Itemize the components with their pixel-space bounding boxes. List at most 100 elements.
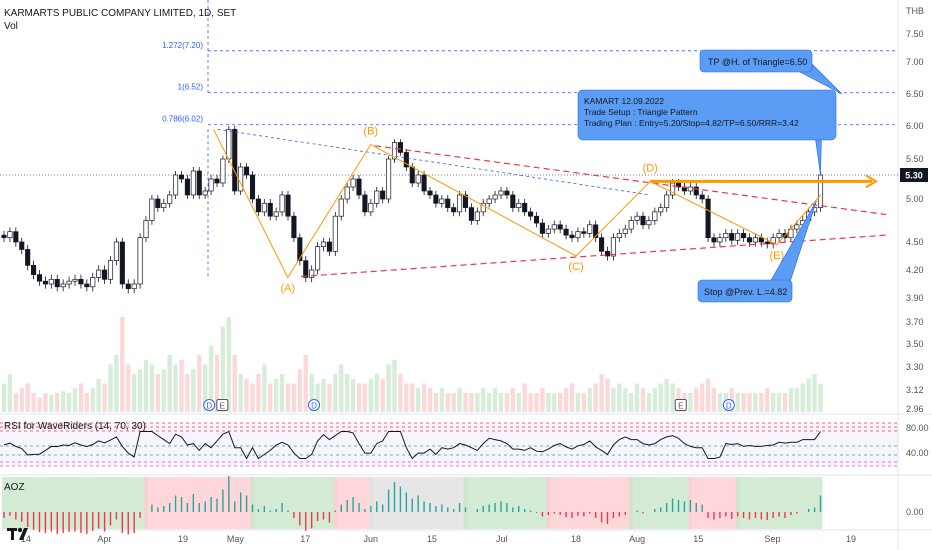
candle-down: [640, 215, 646, 226]
candle-down: [380, 190, 386, 200]
candle-up: [96, 269, 102, 278]
volume-bar: [747, 393, 752, 412]
volume-bar: [321, 378, 326, 412]
candle-up: [646, 220, 652, 226]
volume-label: Vol: [4, 21, 18, 32]
dividend-marker: [722, 399, 735, 411]
candle-up: [226, 128, 232, 160]
volume-bar: [481, 388, 486, 412]
y-tick-label: 6.50: [906, 89, 924, 99]
candle-down: [533, 215, 540, 224]
volume-bar: [315, 383, 320, 412]
volume-bar: [72, 388, 78, 412]
candle-up: [386, 158, 392, 200]
candle-up: [770, 237, 776, 245]
triangle-upper-line: [375, 145, 887, 216]
volume-bar: [688, 393, 693, 412]
candle-down: [78, 278, 84, 285]
candle-down: [403, 152, 409, 168]
candle-up: [7, 231, 13, 239]
volume-bar: [256, 374, 261, 412]
candle-up: [48, 278, 54, 285]
volume-bar: [285, 383, 291, 412]
candle-up: [616, 233, 622, 239]
y-tick-label: 3.30: [906, 362, 924, 372]
volume-bar: [587, 388, 592, 412]
candle-down: [184, 178, 190, 196]
volume-bar: [55, 393, 60, 412]
candle-up: [315, 246, 321, 271]
volume-bar: [705, 378, 711, 412]
candle-down: [303, 260, 309, 278]
volume-bar: [49, 394, 54, 412]
candle-up: [735, 233, 741, 241]
volume-bar: [552, 393, 557, 412]
volume-bar: [362, 383, 368, 412]
candle-up: [167, 194, 173, 204]
candle-down: [291, 215, 297, 239]
volume-bar: [581, 393, 587, 412]
y-tick-label: 5.50: [906, 154, 924, 164]
candle-down: [54, 278, 60, 288]
candle-down: [214, 178, 220, 184]
volume-bar: [327, 383, 332, 412]
candle-up: [60, 283, 66, 288]
volume-bar: [7, 374, 13, 412]
candle-up: [279, 194, 285, 213]
volume-bar: [220, 326, 226, 412]
candle-up: [717, 237, 723, 243]
volume-bar: [214, 355, 220, 412]
candle-down: [25, 249, 31, 266]
volume-bar: [37, 397, 42, 412]
candle-down: [581, 231, 587, 234]
earnings-marker: [216, 399, 229, 411]
volume-bar: [368, 378, 374, 412]
candle-up: [202, 190, 208, 196]
candle-up: [687, 186, 693, 192]
candle-down: [764, 241, 770, 245]
volume-bar: [273, 378, 279, 412]
volume-bar: [410, 383, 415, 412]
volume-bar: [599, 374, 604, 412]
volume-bar: [31, 393, 36, 412]
y-tick-label: 3.12: [906, 385, 924, 395]
volume-bar: [439, 388, 445, 412]
candle-down: [593, 224, 599, 239]
volume-bar: [770, 393, 776, 412]
candle-down: [445, 198, 451, 208]
candle-up: [391, 142, 398, 160]
aoz-tick: 0.00: [906, 507, 924, 517]
x-tick-label: Jun: [364, 534, 379, 544]
x-tick-label: 19: [178, 534, 188, 544]
volume-bar: [173, 364, 178, 412]
candle-up: [492, 194, 498, 200]
candle-down: [31, 264, 37, 276]
volume-bar: [392, 359, 397, 412]
candle-down: [19, 241, 25, 250]
volume-bar: [1, 383, 7, 412]
y-tick-label: 3.50: [906, 339, 924, 349]
volume-bar: [90, 388, 95, 412]
volume-bar: [812, 374, 817, 412]
aoz-zone: [250, 477, 338, 529]
candle-up: [575, 231, 581, 239]
axis-currency: THB: [906, 6, 924, 16]
candle-up: [516, 202, 522, 208]
candle-down: [675, 182, 682, 188]
triangle-lower-line: [300, 234, 887, 278]
y-tick-label: 7.50: [906, 29, 924, 39]
volume-bar: [96, 378, 101, 412]
volume-bar: [137, 369, 143, 412]
candle-down: [297, 237, 303, 262]
candle-up: [261, 202, 267, 213]
volume-bar: [19, 388, 24, 412]
trend-dotted-line: [217, 128, 651, 196]
candle-down: [528, 211, 534, 217]
candle-up: [173, 174, 179, 196]
aoz-zone: [629, 477, 693, 529]
candle-up: [143, 220, 149, 239]
x-tick-label: 17: [300, 534, 310, 544]
volume-bar: [84, 393, 90, 412]
setup-callout-line3: Trading Plan : Entry=5.20/Stop=4.82/TP=6…: [584, 118, 799, 128]
volume-bar: [498, 393, 504, 412]
